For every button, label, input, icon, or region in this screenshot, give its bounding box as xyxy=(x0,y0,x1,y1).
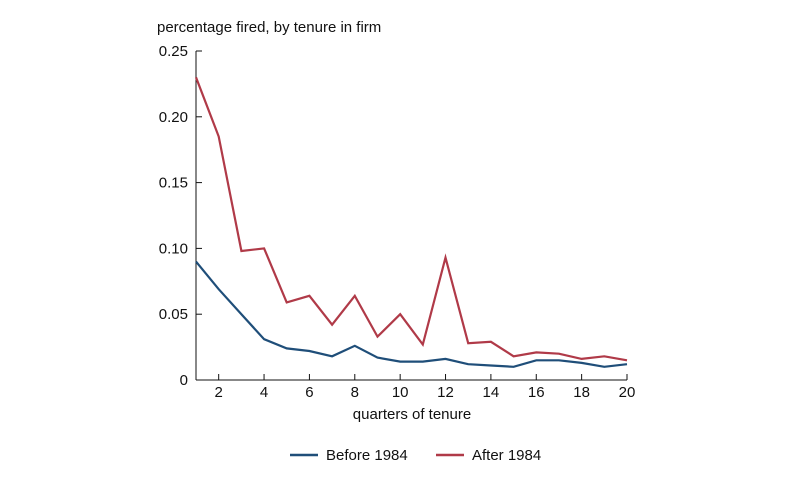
y-ticks: 0 0.05 0.10 0.15 0.20 0.25 xyxy=(159,43,202,389)
x-tick-label: 12 xyxy=(437,384,454,401)
x-axis-label: quarters of tenure xyxy=(353,406,471,423)
x-tick-label: 2 xyxy=(215,384,223,401)
series-line-after-1984 xyxy=(194,76,628,362)
legend-label: Before 1984 xyxy=(326,447,408,464)
y-tick-label: 0.05 xyxy=(159,306,188,323)
x-tick-label: 8 xyxy=(351,384,359,401)
x-tick-label: 16 xyxy=(528,384,545,401)
x-tick-label: 18 xyxy=(573,384,590,401)
series-line-before-1984 xyxy=(195,260,628,368)
x-tick-label: 6 xyxy=(305,384,313,401)
x-tick-label: 10 xyxy=(392,384,409,401)
y-tick-label: 0.15 xyxy=(159,175,188,192)
x-tick-label: 14 xyxy=(483,384,500,401)
y-tick-label: 0 xyxy=(180,372,188,389)
y-tick-label: 0.25 xyxy=(159,43,188,60)
y-tick-label: 0.20 xyxy=(159,109,188,126)
y-axis-label: percentage fired, by tenure in firm xyxy=(157,19,381,36)
axes xyxy=(195,51,627,381)
x-tick-label: 4 xyxy=(260,384,268,401)
legend: Before 1984 After 1984 xyxy=(290,447,541,464)
legend-label: After 1984 xyxy=(472,447,541,464)
series-layer xyxy=(194,76,628,368)
x-ticks: 2 4 6 8 10 12 14 16 18 20 xyxy=(215,374,636,401)
y-tick-label: 0.10 xyxy=(159,240,188,257)
x-tick-label: 20 xyxy=(619,384,636,401)
